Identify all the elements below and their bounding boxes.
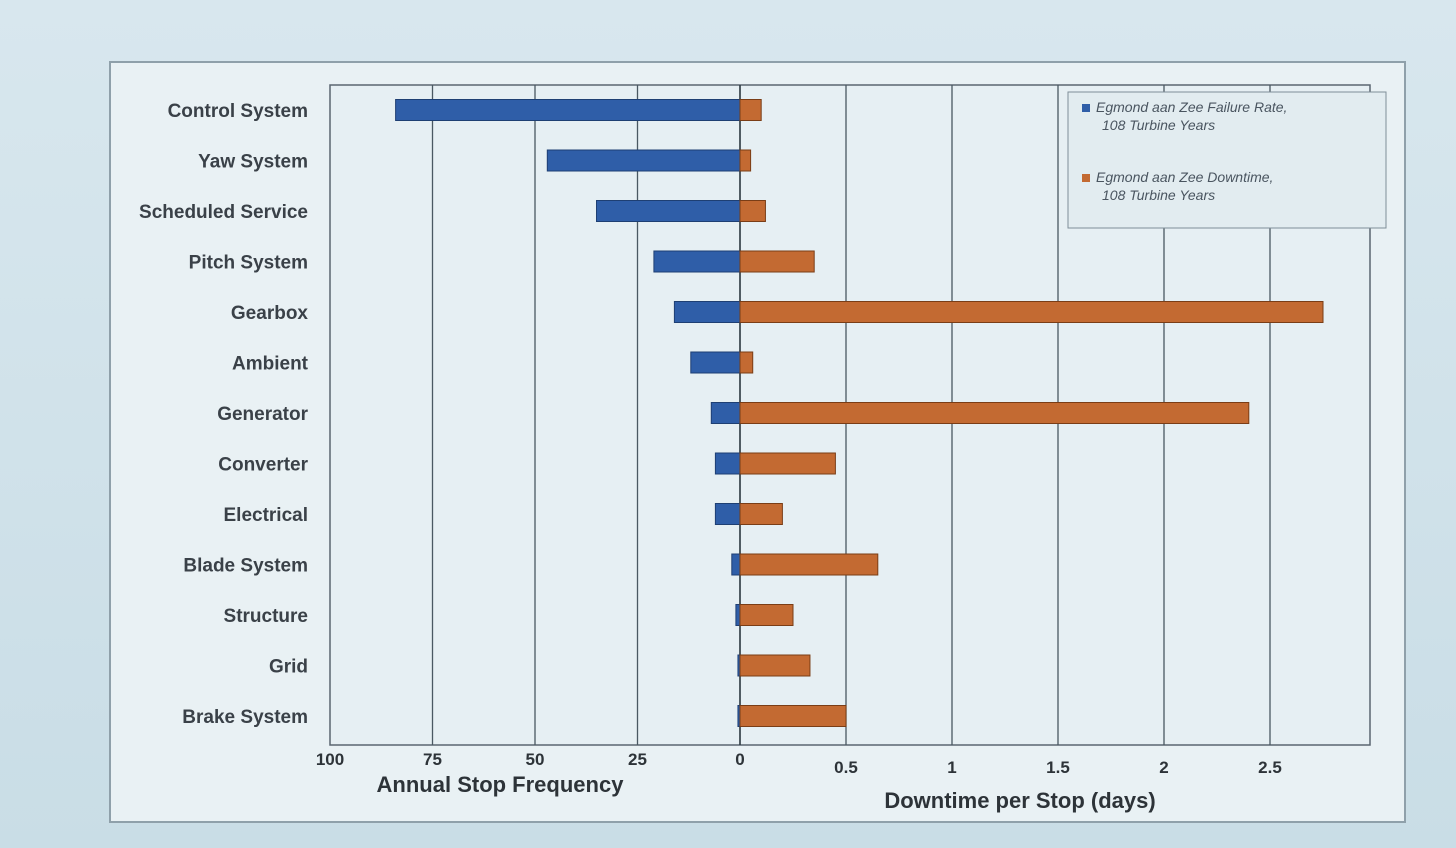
bar-downtime bbox=[739, 604, 794, 626]
category-label: Yaw System bbox=[198, 152, 308, 173]
category-label: Generator bbox=[217, 404, 308, 425]
legend-swatch bbox=[1082, 104, 1090, 112]
left-tick-label: 25 bbox=[628, 750, 647, 769]
category-label: Gearbox bbox=[231, 303, 309, 324]
bar-stop-frequency bbox=[714, 452, 741, 475]
category-label: Ambient bbox=[232, 354, 309, 375]
bar-stop-frequency bbox=[714, 503, 741, 525]
bar-downtime bbox=[739, 503, 783, 525]
legend-entry: Egmond aan Zee Downtime, 108 Turbine Year… bbox=[1096, 169, 1273, 203]
legend: Egmond aan Zee Failure Rate, 108 Turbine … bbox=[1067, 91, 1387, 229]
right-tick-label: 1.5 bbox=[1046, 758, 1070, 777]
right-tick-label: 2.5 bbox=[1258, 758, 1282, 777]
category-label: Structure bbox=[224, 606, 308, 627]
left-tick-label: 0 bbox=[735, 750, 744, 769]
bar-downtime bbox=[739, 705, 847, 727]
bar-stop-frequency bbox=[596, 200, 741, 222]
right-axis-title: Downtime per Stop (days) bbox=[884, 788, 1155, 813]
bar-stop-frequency bbox=[690, 351, 741, 374]
right-tick-label: 0.5 bbox=[834, 758, 858, 777]
category-label: Electrical bbox=[224, 505, 309, 526]
tick-labels: 100 75 50 25 0 0.5 1 1.5 2 2.5 bbox=[316, 750, 1282, 777]
legend-entry: Egmond aan Zee Failure Rate, 108 Turbine … bbox=[1096, 99, 1287, 133]
bar-stop-frequency bbox=[735, 604, 741, 626]
bar-downtime bbox=[739, 654, 811, 677]
left-tick-label: 100 bbox=[316, 750, 344, 769]
category-label: Pitch System bbox=[189, 253, 308, 274]
right-tick-label: 1 bbox=[947, 758, 956, 777]
bar-stop-frequency bbox=[395, 99, 741, 121]
left-tick-label: 50 bbox=[526, 750, 545, 769]
category-label: Brake System bbox=[182, 707, 308, 728]
bar-downtime bbox=[739, 99, 762, 121]
category-label: Scheduled Service bbox=[139, 202, 308, 223]
bar-downtime bbox=[739, 402, 1250, 424]
right-tick-label: 2 bbox=[1159, 758, 1168, 777]
bars bbox=[395, 99, 1324, 727]
category-label: Grid bbox=[269, 657, 308, 678]
bar-stop-frequency bbox=[731, 553, 741, 576]
left-axis-title: Annual Stop Frequency bbox=[377, 772, 625, 797]
legend-box bbox=[1067, 91, 1387, 229]
category-label: Converter bbox=[218, 455, 308, 476]
bar-downtime bbox=[739, 351, 754, 374]
bar-downtime bbox=[739, 250, 815, 273]
bar-downtime bbox=[739, 149, 752, 172]
bar-downtime bbox=[739, 553, 879, 576]
bar-downtime bbox=[739, 301, 1324, 323]
bar-stop-frequency bbox=[710, 402, 741, 424]
bar-downtime bbox=[739, 452, 836, 475]
bar-stop-frequency bbox=[653, 250, 741, 273]
left-tick-label: 75 bbox=[423, 750, 442, 769]
category-label: Blade System bbox=[183, 556, 308, 577]
legend-swatch bbox=[1082, 174, 1090, 182]
bar-stop-frequency bbox=[673, 301, 741, 323]
category-labels: Control System Yaw System Scheduled Servic… bbox=[139, 101, 309, 728]
bar-stop-frequency bbox=[546, 149, 741, 172]
category-label: Control System bbox=[168, 101, 308, 122]
bar-downtime bbox=[739, 200, 766, 222]
